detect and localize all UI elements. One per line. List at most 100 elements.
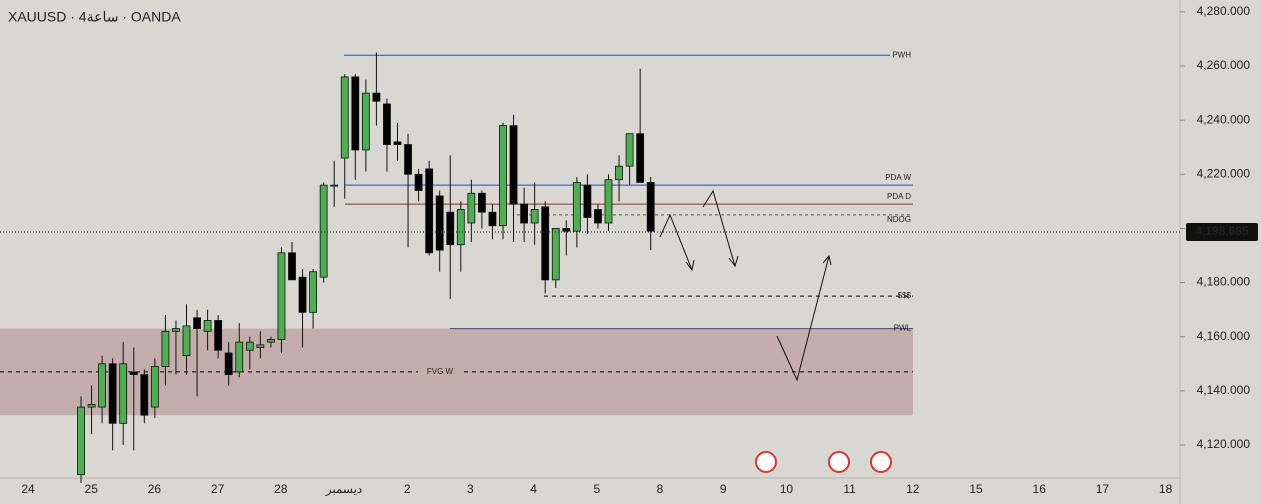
annotations [659, 189, 832, 382]
x-tick-label: 25 [85, 482, 99, 496]
candle-body [340, 76, 349, 159]
candle-body [214, 320, 223, 351]
x-tick-label: 28 [274, 482, 288, 496]
candle-body [646, 182, 655, 232]
x-tick-label: 18 [1159, 482, 1173, 496]
candle-body [425, 168, 434, 254]
candle-body [509, 125, 518, 205]
us-flag-icon [870, 451, 892, 473]
x-tick-label: 12 [906, 482, 920, 496]
y-tick-label: 4,220.000 [1197, 166, 1251, 180]
candle-body [530, 209, 539, 224]
x-tick-label: 17 [1096, 482, 1110, 496]
candle-body [182, 325, 191, 357]
candle-body [108, 363, 117, 424]
candle-body [583, 184, 592, 219]
x-tick-label: 2 [404, 482, 411, 496]
x-tick-label: 24 [21, 482, 35, 496]
arrow [659, 213, 695, 272]
event-icons [755, 451, 892, 473]
candle-body [541, 206, 550, 281]
candle-body [594, 209, 602, 224]
level-label: FVG W [427, 367, 454, 376]
candle-body [330, 184, 339, 187]
candle-body [615, 165, 623, 181]
level-label: PDA D [887, 192, 911, 201]
candle-body [414, 173, 423, 191]
candle-body [520, 203, 528, 224]
candle-body [129, 371, 138, 376]
candle-body [467, 192, 476, 224]
candle-body [256, 344, 265, 348]
candle-body [499, 125, 507, 227]
level-label: NDOG [887, 215, 911, 224]
candle-body [572, 182, 581, 232]
x-tick-label: 9 [720, 482, 727, 496]
candle-body [266, 339, 275, 343]
candle-body [224, 352, 233, 376]
candle-body [87, 403, 96, 408]
candle-body [150, 366, 159, 408]
level-label: $$$ [898, 291, 912, 300]
arrow [702, 189, 739, 268]
candle-body [277, 252, 286, 340]
x-tick-label: 8 [657, 482, 664, 496]
candle-body [383, 103, 391, 145]
candle-body [288, 252, 296, 281]
level-label: PWH [892, 50, 911, 59]
y-tick-label: 4,260.000 [1197, 58, 1251, 72]
x-tick-label: 15 [969, 482, 983, 496]
candle-body [361, 92, 370, 151]
x-tick-label: 16 [1033, 482, 1047, 496]
y-tick-label: 4,280.000 [1197, 4, 1251, 18]
candle-body [77, 406, 85, 476]
candle-body [435, 195, 444, 251]
candle-body [203, 320, 212, 332]
candle-body [319, 184, 328, 278]
candle-body [456, 209, 465, 246]
candle-body [245, 341, 254, 351]
y-tick-label: 4,160.000 [1197, 329, 1251, 343]
candle-body [298, 276, 307, 313]
candle-body [309, 271, 318, 313]
x-tick-label: 26 [148, 482, 162, 496]
x-tick-label: 27 [211, 482, 225, 496]
x-tick-label: 3 [467, 482, 474, 496]
x-tick-label: 11 [843, 482, 856, 496]
candle-body [119, 363, 128, 424]
candle-body [446, 211, 455, 246]
chart-title: XAUUSD · 4ساعة · OANDA [8, 9, 181, 25]
us-flag-icon [755, 451, 777, 473]
y-tick-label: 4,240.000 [1197, 112, 1251, 126]
last-price-box [1186, 223, 1258, 242]
us-flag-icon [828, 451, 850, 473]
candle-body [98, 363, 106, 408]
level-label: PDA W [885, 173, 911, 182]
candle-body [562, 228, 571, 232]
x-tick-label: ديسمبر [325, 482, 363, 496]
x-tick-label: 10 [780, 482, 794, 496]
x-tick-label: 4 [530, 482, 537, 496]
candle-body [172, 328, 180, 332]
candle-body [393, 141, 402, 145]
label-bg [418, 365, 462, 378]
candle-body [625, 133, 634, 167]
candle-body [193, 317, 201, 329]
candle-body [140, 374, 149, 416]
y-tick-label: 4,180.000 [1197, 275, 1251, 289]
candle-body [404, 144, 412, 175]
candle-body [488, 211, 497, 227]
candle-body [604, 179, 613, 224]
y-tick-label: 4,140.000 [1197, 383, 1251, 397]
candle-body [477, 192, 486, 213]
arrow [776, 254, 832, 382]
level-label: PWL [894, 324, 912, 333]
candle-body [351, 76, 360, 151]
candle-body [161, 330, 170, 367]
candle-body [636, 133, 645, 183]
y-tick-label: 4,120.000 [1197, 437, 1251, 451]
candle-body [235, 341, 244, 373]
last-price-label: 4,198.685 [1195, 224, 1249, 238]
x-tick-label: 5 [593, 482, 600, 496]
